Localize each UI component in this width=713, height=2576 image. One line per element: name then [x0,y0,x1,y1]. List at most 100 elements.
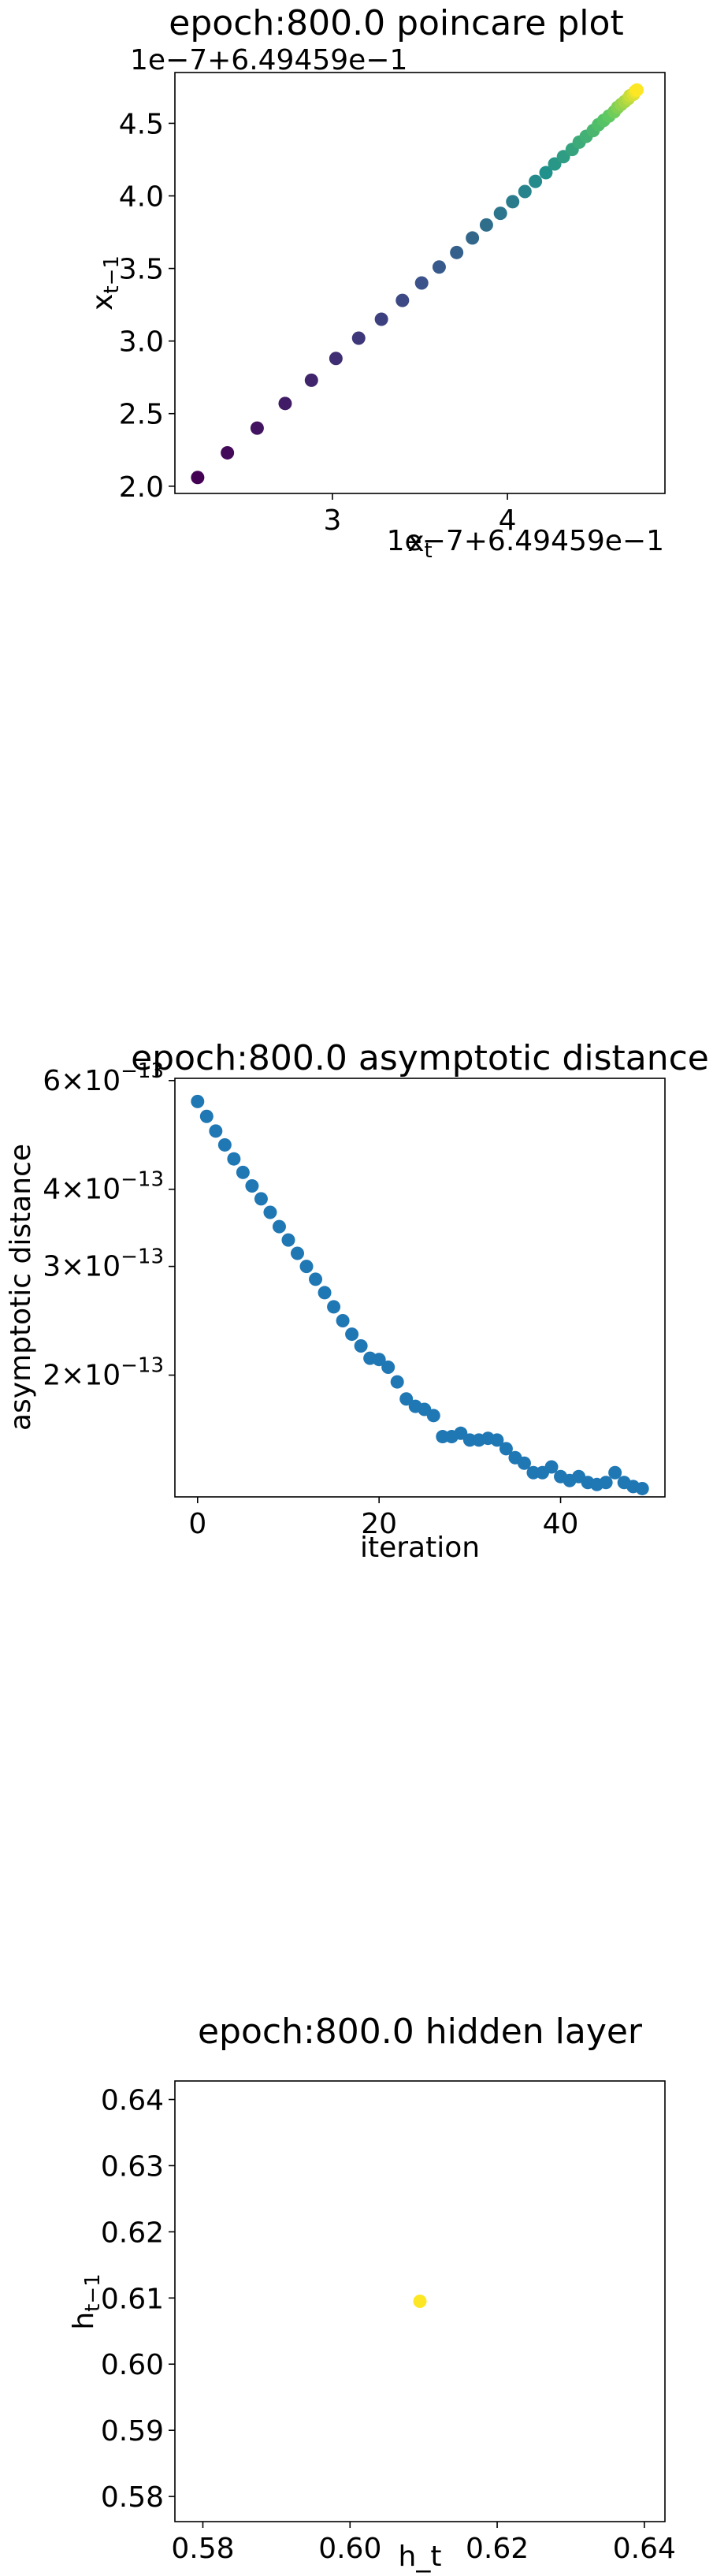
asymptotic-point [209,1124,223,1138]
asymptotic-point [254,1192,268,1206]
poincare-point [479,218,493,232]
asymptotic-x-tick-label: 40 [543,1508,579,1540]
poincare-point [518,184,532,199]
poincare-point [432,260,446,274]
poincare-point [506,195,520,209]
hidden-layer-point [413,2295,427,2308]
hidden-layer-x-tick-label: 0.60 [318,2533,381,2565]
poincare-point [450,245,464,259]
asymptotic-point [336,1313,350,1327]
asymptotic-x-tick-label: 0 [188,1508,206,1540]
poincare-point [221,445,235,460]
asymptotic-point [635,1481,649,1495]
poincare-y-ticks: 2.0 2.5 3.0 3.5 4.0 4.5 [119,108,175,504]
asymptotic-axes [174,1078,666,1498]
poincare-point [250,421,264,435]
asymptotic-point [245,1179,259,1193]
asymptotic-x-axis-label: iteration [360,1532,480,1564]
poincare-point [539,166,553,180]
poincare-x-tick-label: 3 [323,504,341,537]
asymptotic-y-tick-label: 2×10−13 [43,1354,164,1392]
asymptotic-point [217,1137,232,1152]
asymptotic-point [517,1456,531,1470]
poincare-point [304,373,318,387]
hidden-layer-y-tick-label: 0.62 [101,2217,164,2249]
poincare-point [466,231,480,245]
asymptotic-point [390,1375,404,1389]
hidden-layer-y-tick-label: 0.64 [101,2085,164,2117]
asymptotic-y-tick-label: 6×10−13 [43,1059,164,1097]
asymptotic-point [309,1272,323,1286]
asymptotic-point [608,1465,622,1480]
asymptotic-point [544,1460,559,1474]
asymptotic-point [199,1109,214,1123]
poincare-y-tick-label: 3.5 [119,254,164,286]
hidden-layer-x-tick-label: 0.58 [171,2533,234,2565]
asymptotic-point [499,1442,513,1456]
hidden-layer-chart: epoch:800.0 hidden layer 0.58 0.59 0.60 0.6… [68,2012,676,2573]
asymptotic-point [381,1360,395,1374]
hidden-layer-y-tick-label: 0.63 [101,2150,164,2183]
poincare-y-offset-text: 1e−7+6.49459e−1 [130,44,407,76]
asymptotic-point [345,1327,359,1342]
poincare-x-tick-label: 4 [499,504,517,537]
poincare-chart: epoch:800.0 poincare plot 1e−7+6.49459e−… [87,3,666,563]
asymptotic-y-axis-label: asymptotic distance [5,1144,37,1431]
poincare-y-tick-label: 2.0 [119,471,164,504]
asymptotic-point [272,1219,286,1234]
asymptotic-point [263,1205,277,1219]
asymptotic-y-ticks: 6×10−13 4×10−13 3×10−13 2×10−13 [43,1059,175,1392]
poincare-y-tick-label: 4.0 [119,181,164,214]
asymptotic-point [599,1476,613,1490]
poincare-point [414,276,429,290]
asymptotic-point [327,1300,341,1314]
hidden-layer-y-tick-label: 0.61 [101,2283,164,2315]
asymptotic-y-tick-label: 4×10−13 [43,1168,164,1206]
poincare-x-offset-text: 1e−7+6.49459e−1 [387,525,664,557]
hidden-layer-y-tick-label: 0.60 [101,2349,164,2381]
asymptotic-y-tick-label: 3×10−13 [43,1245,164,1283]
asymptotic-point [281,1233,295,1247]
poincare-y-tick-label: 4.5 [119,108,164,140]
hidden-layer-y-ticks: 0.58 0.59 0.60 0.61 0.62 0.63 0.64 [101,2085,175,2514]
hidden-layer-x-tick-label: 0.62 [466,2533,529,2565]
poincare-point [529,174,543,188]
hidden-layer-y-tick-label: 0.58 [101,2481,164,2514]
asymptotic-point [318,1286,332,1300]
asymptotic-point [372,1353,386,1367]
poincare-title: epoch:800.0 poincare plot [169,3,623,43]
hidden-layer-y-axis-label: ht−1 [68,2273,105,2329]
asymptotic-point [299,1260,314,1274]
hidden-layer-x-axis-label: h_t [399,2541,442,2573]
asymptotic-point [354,1338,368,1353]
asymptotic-point [490,1433,504,1447]
asymptotic-x-tick-label: 20 [361,1508,397,1540]
asymptotic-point [191,1094,205,1108]
asymptotic-point [227,1152,241,1166]
poincare-point [278,396,292,411]
poincare-point [351,331,366,345]
hidden-layer-points [413,2295,427,2308]
asymptotic-chart: epoch:800.0 asymptotic distance 6×10−13 4… [5,1038,709,1564]
poincare-axes [174,72,666,494]
poincare-point [493,207,507,221]
poincare-point [629,83,644,97]
hidden-layer-x-tick-label: 0.64 [613,2533,676,2565]
poincare-y-tick-label: 2.5 [119,399,164,431]
hidden-layer-y-tick-label: 0.59 [101,2415,164,2448]
poincare-y-axis-label: xt−1 [87,255,124,311]
asymptotic-point [236,1165,250,1179]
asymptotic-x-ticks: 0 20 40 [188,1497,578,1540]
poincare-point [329,352,343,366]
hidden-layer-title: epoch:800.0 hidden layer [198,2012,643,2052]
hidden-layer-axes [174,2080,666,2522]
poincare-point [395,293,410,307]
asymptotic-title: epoch:800.0 asymptotic distance [131,1038,709,1078]
asymptotic-point [399,1392,414,1406]
hidden-layer-x-ticks: 0.58 0.60 0.62 0.64 [171,2522,676,2565]
poincare-y-tick-label: 3.0 [119,326,164,359]
asymptotic-point [426,1409,440,1423]
asymptotic-points [191,1094,649,1495]
